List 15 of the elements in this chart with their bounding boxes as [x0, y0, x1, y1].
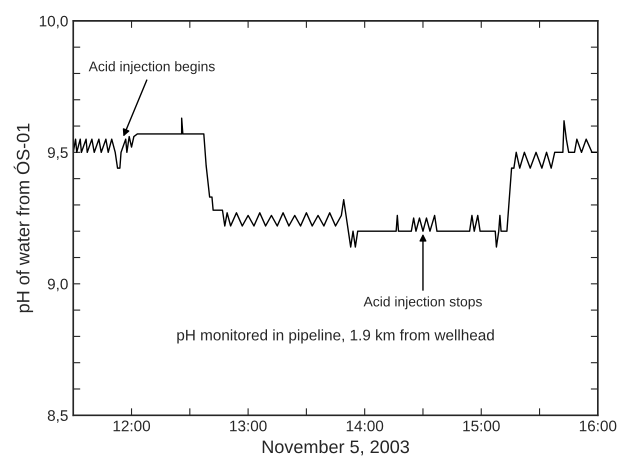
x-axis-title: November 5, 2003: [262, 440, 410, 456]
annotation: Acid injection begins: [88, 61, 215, 74]
line-series: [73, 117, 598, 248]
y-axis-title: pH of water from ÓS-01: [14, 124, 34, 312]
y-tick-label: 9,5: [48, 147, 68, 160]
x-tick-label: 16:00: [580, 420, 616, 432]
annotation: Acid injection stops: [364, 296, 482, 310]
y-tick-label: 9,0: [48, 278, 68, 292]
x-tick-label: 14:00: [346, 420, 384, 432]
y-tick-label: 8,5: [48, 410, 68, 423]
x-tick-label: 12:00: [114, 420, 150, 432]
x-tick-label: 13:00: [230, 420, 267, 432]
y-tick-label: 10,0: [40, 16, 68, 28]
annotation: pH monitored in pipeline, 1.9 km from wellhead: [177, 329, 494, 344]
x-tick-label: 15:00: [463, 420, 500, 432]
